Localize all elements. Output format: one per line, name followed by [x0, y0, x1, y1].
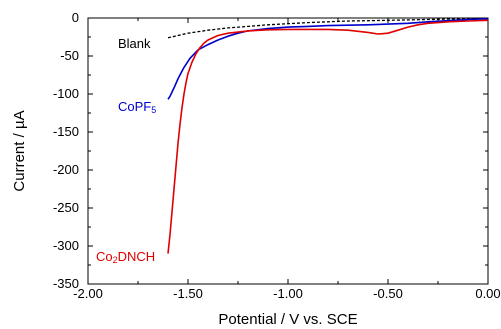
annotation-blank: Blank: [118, 36, 151, 51]
annotation-copf5-subscript: 5: [151, 105, 156, 115]
series-line-blank: [167, 17, 489, 39]
x-tick-label: -2.00: [73, 286, 103, 301]
y-tick-label: -300: [53, 238, 79, 253]
y-tick-label: -350: [53, 276, 79, 291]
x-tick-label: -1.50: [173, 286, 203, 301]
x-tick-label: -0.50: [373, 286, 403, 301]
annotation-co2dnch-rest: DNCH: [118, 249, 156, 264]
annotation-copf5: CoPF5: [118, 99, 156, 115]
annotation-co2dnch-text: Co: [96, 249, 113, 264]
y-tick-label: -100: [53, 86, 79, 101]
series-line-co2dnch: [167, 19, 489, 254]
y-tick-label: -50: [60, 48, 79, 63]
annotation-blank-text: Blank: [118, 36, 151, 51]
y-axis-title: Current / µA: [11, 110, 28, 191]
annotation-copf5-text: CoPF: [118, 99, 151, 114]
y-tick-label: 0: [72, 10, 79, 25]
plot-frame: [87, 17, 489, 285]
series-group: [167, 17, 489, 254]
series-line-copf5: [167, 18, 489, 100]
x-tick-label: 0.00: [475, 286, 500, 301]
y-tick-label: -250: [53, 200, 79, 215]
x-axis-title: Potential / V vs. SCE: [218, 311, 357, 328]
y-tick-label: -200: [53, 162, 79, 177]
y-tick-label: -150: [53, 124, 79, 139]
annotation-co2dnch: Co2DNCH: [96, 249, 155, 265]
axis-ticks: [87, 17, 489, 285]
y-tick-labels: 0 -50 -100 -150 -200 -250 -300 -350: [53, 10, 79, 291]
x-tick-labels: -2.00 -1.50 -1.00 -0.50 0.00: [73, 286, 500, 301]
x-tick-label: -1.00: [273, 286, 303, 301]
annotation-co2dnch-subscript: 2: [113, 255, 118, 265]
